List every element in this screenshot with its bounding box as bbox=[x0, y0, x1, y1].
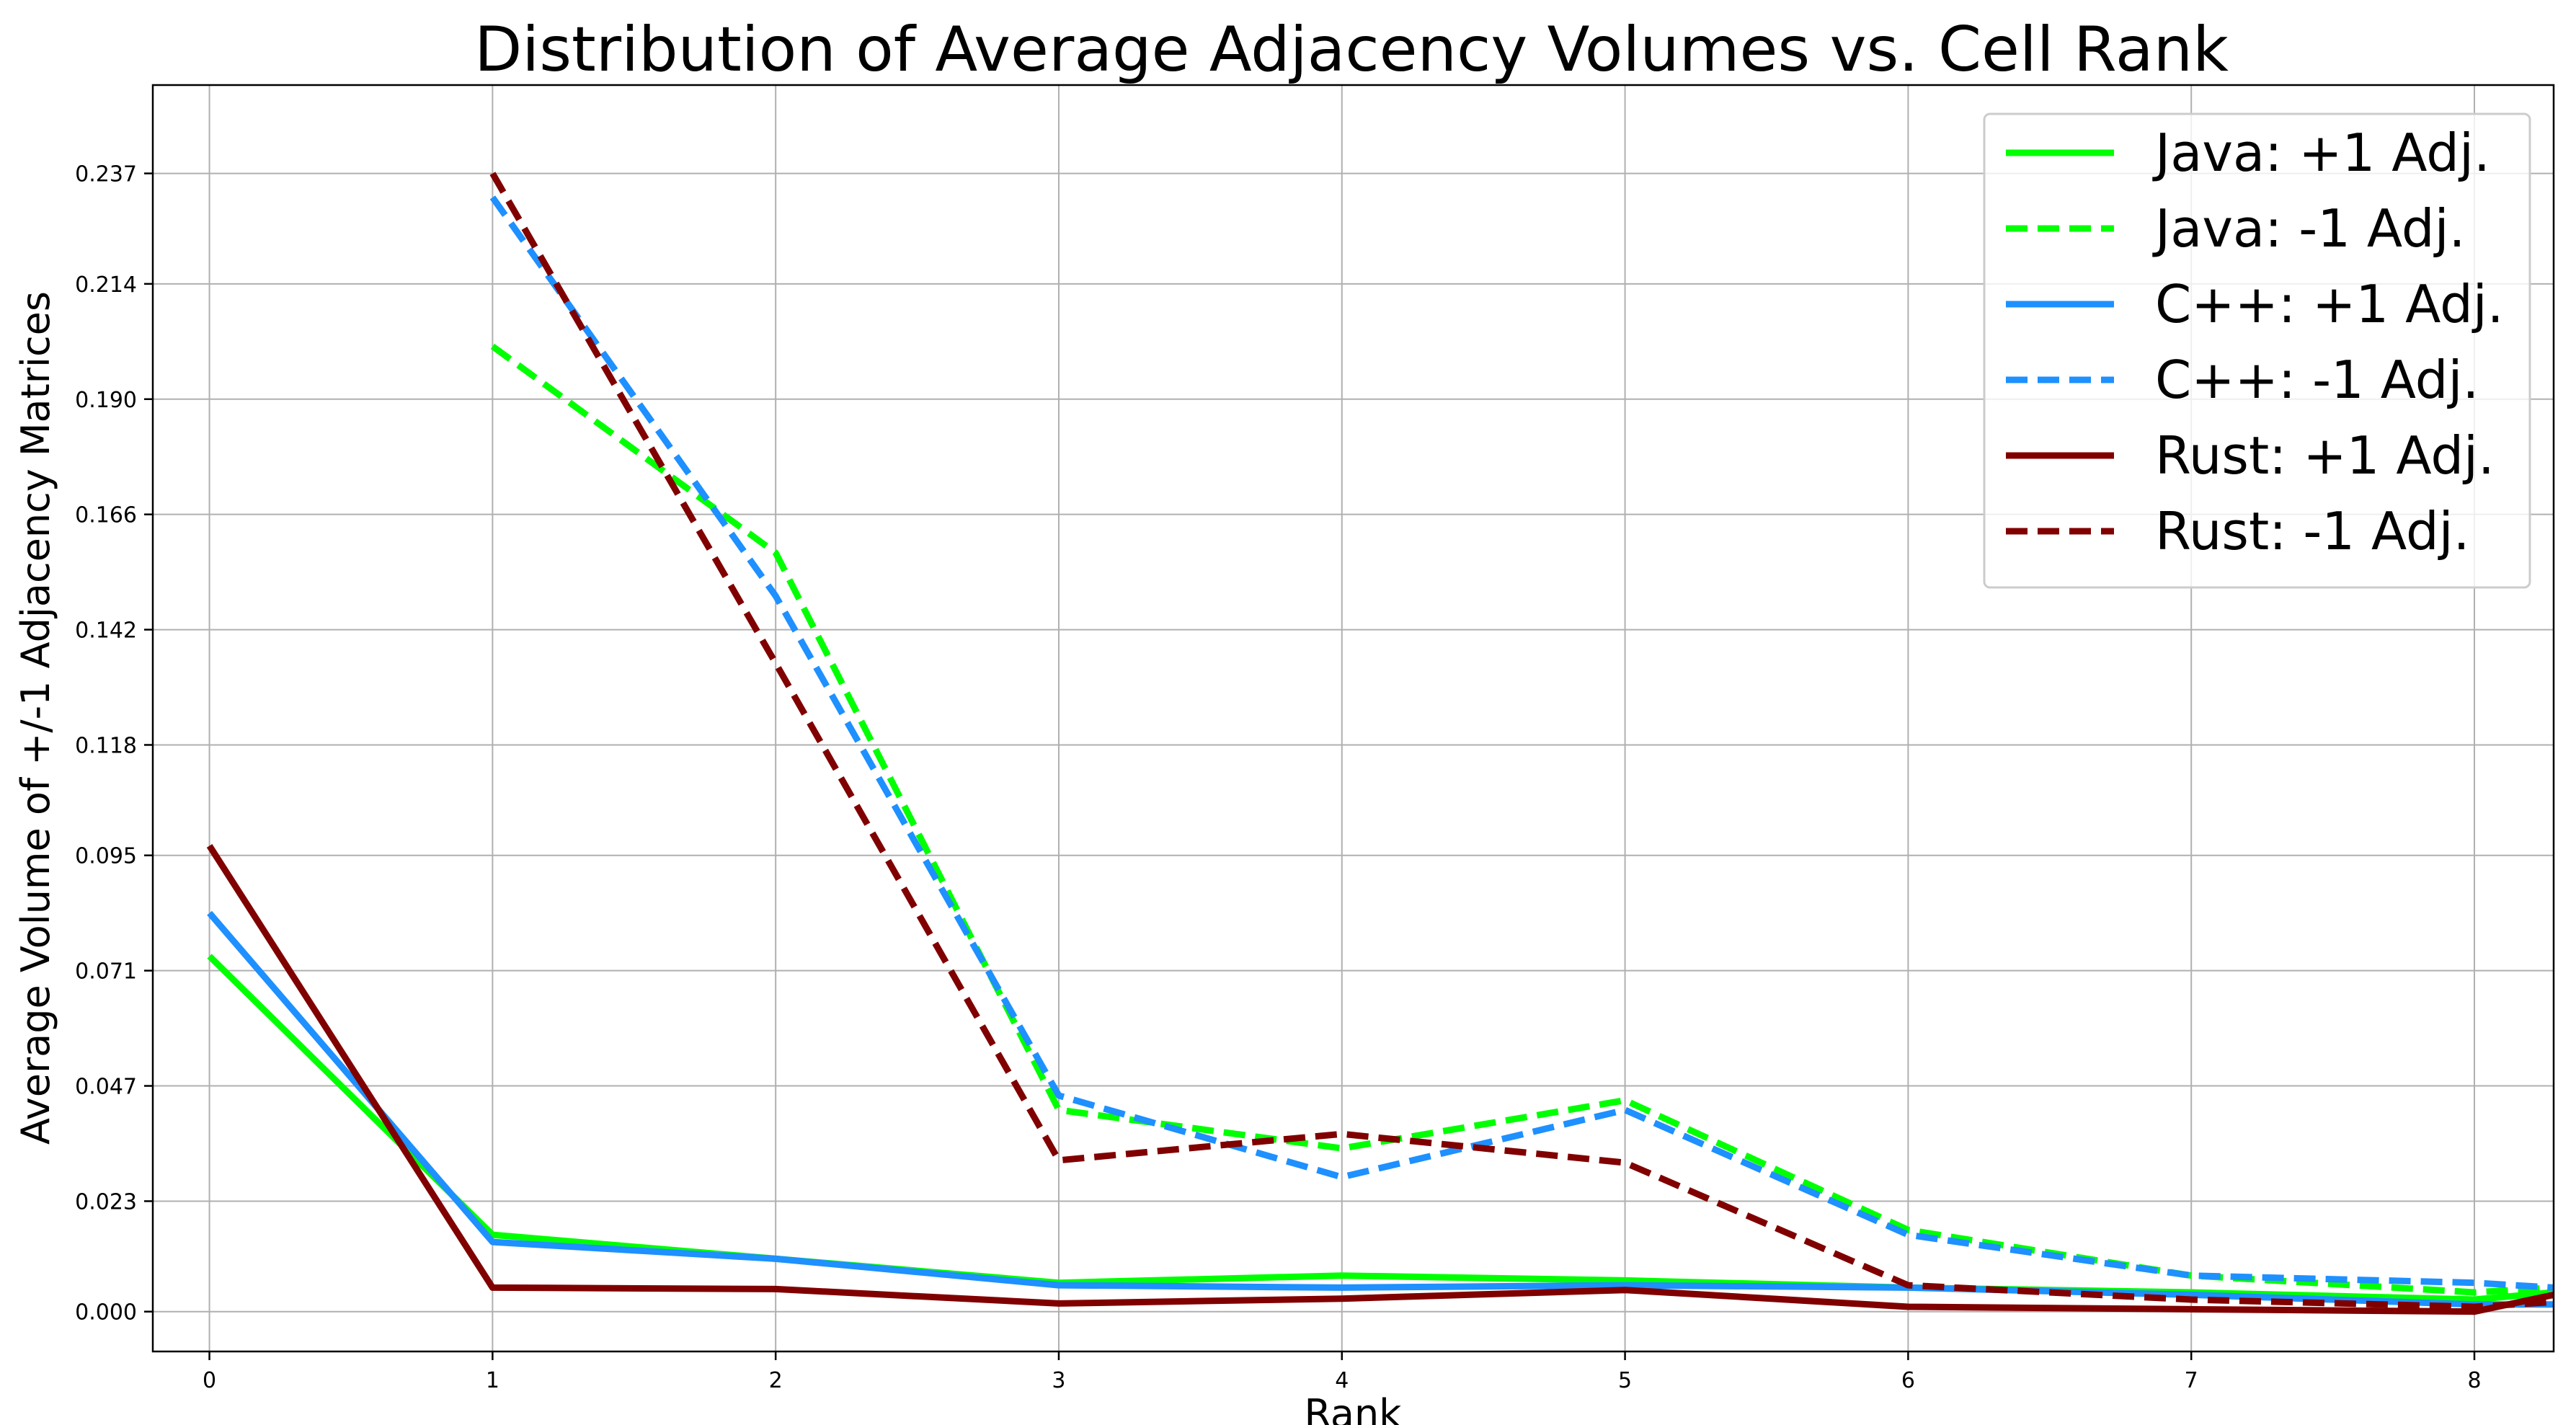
axis-ticks: 0 1 2 3 4 5 6 7 8 0.000 0.023 0.047 0.071 0.095 0.118 0… bbox=[75, 162, 2481, 1393]
x-tick-label: 5 bbox=[1618, 1368, 1632, 1393]
chart-title: Distribution of Average Adjacency Volume… bbox=[474, 14, 2229, 86]
y-tick-label: 0.047 bbox=[75, 1075, 137, 1100]
x-tick-label: 0 bbox=[203, 1368, 216, 1393]
series-line-c-1-adj bbox=[489, 195, 2554, 1291]
y-tick-label: 0.237 bbox=[75, 162, 137, 187]
legend-label: Java: -1 Adj. bbox=[2152, 198, 2466, 259]
x-tick-label: 6 bbox=[1901, 1368, 1915, 1393]
y-axis-label: Average Volume of +/-1 Adjacency Matrice… bbox=[13, 291, 58, 1145]
series-line-rust-1-adj bbox=[206, 843, 2554, 1315]
series-line-rust-1-adj bbox=[489, 172, 2554, 1310]
legend-label: C++: +1 Adj. bbox=[2155, 274, 2504, 334]
y-tick-label: 0.118 bbox=[75, 733, 137, 758]
series-line-java-1-adj bbox=[490, 343, 2554, 1296]
y-tick-label: 0.142 bbox=[75, 618, 137, 644]
legend-label: C++: -1 Adj. bbox=[2155, 350, 2479, 410]
y-tick-label: 0.000 bbox=[75, 1300, 137, 1326]
gridlines bbox=[153, 85, 2554, 1351]
series-line-c-1-adj bbox=[207, 910, 2554, 1308]
series-lines bbox=[206, 172, 2554, 1315]
y-tick-label: 0.190 bbox=[75, 388, 137, 413]
legend-label: Java: +1 Adj. bbox=[2152, 123, 2490, 183]
y-tick-label: 0.166 bbox=[75, 503, 137, 528]
y-tick-label: 0.023 bbox=[75, 1189, 137, 1215]
x-tick-label: 8 bbox=[2467, 1368, 2481, 1393]
legend-label: Rust: -1 Adj. bbox=[2155, 501, 2470, 561]
x-axis-label: Rank bbox=[1305, 1391, 1403, 1425]
x-tick-label: 4 bbox=[1335, 1368, 1349, 1393]
x-tick-label: 7 bbox=[2185, 1368, 2198, 1393]
y-tick-label: 0.071 bbox=[75, 959, 137, 985]
legend: Java: +1 Adj. Java: -1 Adj. C++: +1 Adj. C+… bbox=[1983, 112, 2531, 589]
x-tick-label: 1 bbox=[486, 1368, 499, 1393]
y-tick-label: 0.095 bbox=[75, 844, 137, 869]
x-tick-label: 2 bbox=[769, 1368, 783, 1393]
legend-box bbox=[1983, 112, 2531, 589]
legend-label: Rust: +1 Adj. bbox=[2155, 425, 2495, 486]
y-tick-label: 0.214 bbox=[75, 272, 137, 298]
x-tick-label: 3 bbox=[1052, 1368, 1065, 1393]
series-line-java-1-adj bbox=[207, 954, 2554, 1303]
plot-frame bbox=[151, 84, 2555, 1353]
